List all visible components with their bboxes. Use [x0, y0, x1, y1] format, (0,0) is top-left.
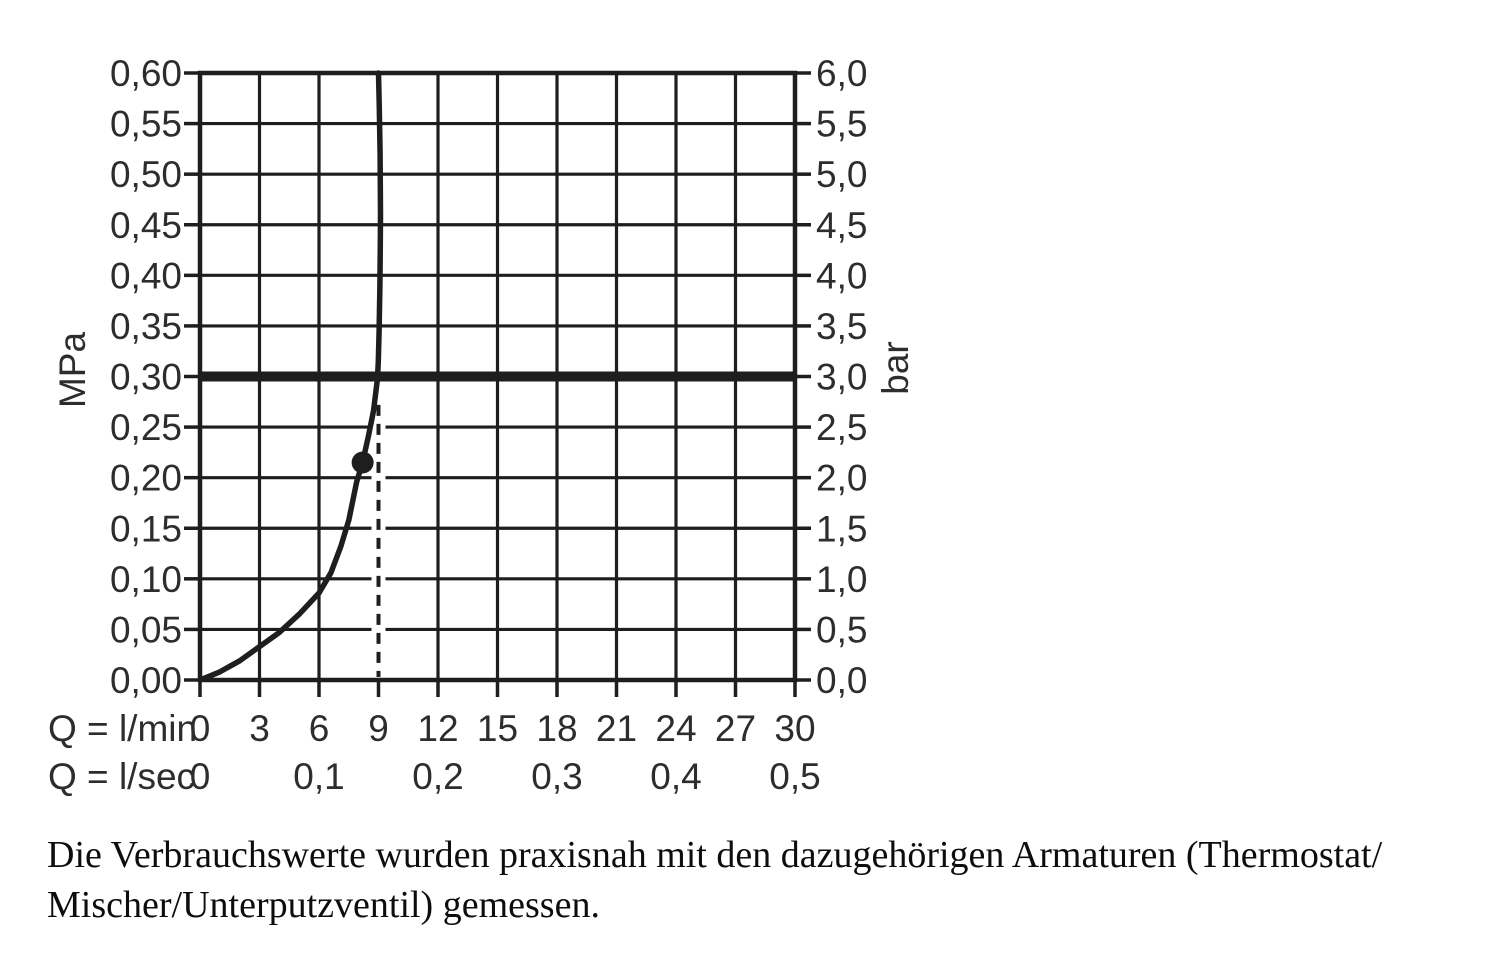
- y-right-tick-label: 5,5: [816, 104, 867, 145]
- y-right-tick-label: 5,0: [816, 154, 867, 195]
- y-right-tick-label: 4,5: [816, 205, 867, 246]
- y-right-tick-label: 4,0: [816, 255, 867, 296]
- x-lsec-tick-label: 0: [190, 756, 211, 797]
- y-left-tick-label: 0,60: [110, 53, 182, 94]
- measurement-note: Die Verbrauchswerte wurden praxisnah mit…: [47, 830, 1467, 930]
- x-lmin-tick-label: 6: [309, 708, 330, 749]
- y-left-tick-label: 0,35: [110, 306, 182, 347]
- operating-point: [351, 451, 374, 474]
- x-lsec-tick-label: 0,1: [293, 756, 344, 797]
- x-lmin-tick-label: 15: [477, 708, 518, 749]
- x-lsec-tick-label: 0,2: [412, 756, 463, 797]
- x-lsec-tick-label: 0,3: [531, 756, 582, 797]
- flow-chart: 0,600,550,500,450,400,350,300,250,200,15…: [48, 53, 916, 797]
- x-axis-unit-lmin: Q = l/min: [48, 708, 197, 749]
- mpa-axis-label: MPa: [52, 332, 93, 409]
- x-lmin-tick-label: 18: [536, 708, 577, 749]
- y-right-tick-label: 2,0: [816, 458, 867, 499]
- x-lmin-tick-label: 21: [596, 708, 637, 749]
- x-lsec-tick-label: 0,4: [650, 756, 701, 797]
- y-left-tick-label: 0,30: [110, 357, 182, 398]
- x-lmin-tick-label: 3: [249, 708, 270, 749]
- y-right-tick-label: 2,5: [816, 407, 867, 448]
- y-left-tick-label: 0,10: [110, 559, 182, 600]
- y-right-tick-label: 0,5: [816, 609, 867, 650]
- y-right-tick-label: 1,0: [816, 559, 867, 600]
- y-left-tick-label: 0,05: [110, 609, 182, 650]
- y-right-tick-label: 3,5: [816, 306, 867, 347]
- y-left-tick-label: 0,15: [110, 508, 182, 549]
- y-left-tick-label: 0,40: [110, 255, 182, 296]
- y-right-tick-label: 1,5: [816, 508, 867, 549]
- bar-axis-label: bar: [875, 341, 916, 394]
- x-axis-unit-lsec: Q = l/sec: [48, 756, 195, 797]
- y-left-tick-label: 0,20: [110, 458, 182, 499]
- x-lmin-tick-label: 30: [774, 708, 815, 749]
- y-right-tick-label: 6,0: [816, 53, 867, 94]
- y-right-tick-label: 3,0: [816, 357, 867, 398]
- y-left-tick-label: 0,45: [110, 205, 182, 246]
- measurement-note-line-2: Mischer/Unterputzventil) gemessen.: [47, 884, 600, 926]
- x-lmin-tick-label: 27: [715, 708, 756, 749]
- measurement-note-line-1: Die Verbrauchswerte wurden praxisnah mit…: [47, 834, 1383, 876]
- x-lmin-tick-label: 0: [190, 708, 211, 749]
- y-left-tick-label: 0,55: [110, 104, 182, 145]
- x-lmin-tick-label: 9: [368, 708, 389, 749]
- y-left-tick-label: 0,50: [110, 154, 182, 195]
- y-left-tick-label: 0,00: [110, 660, 182, 701]
- y-left-tick-label: 0,25: [110, 407, 182, 448]
- x-lmin-tick-label: 12: [417, 708, 458, 749]
- x-lsec-tick-label: 0,5: [769, 756, 820, 797]
- x-lmin-tick-label: 24: [655, 708, 696, 749]
- y-right-tick-label: 0,0: [816, 660, 867, 701]
